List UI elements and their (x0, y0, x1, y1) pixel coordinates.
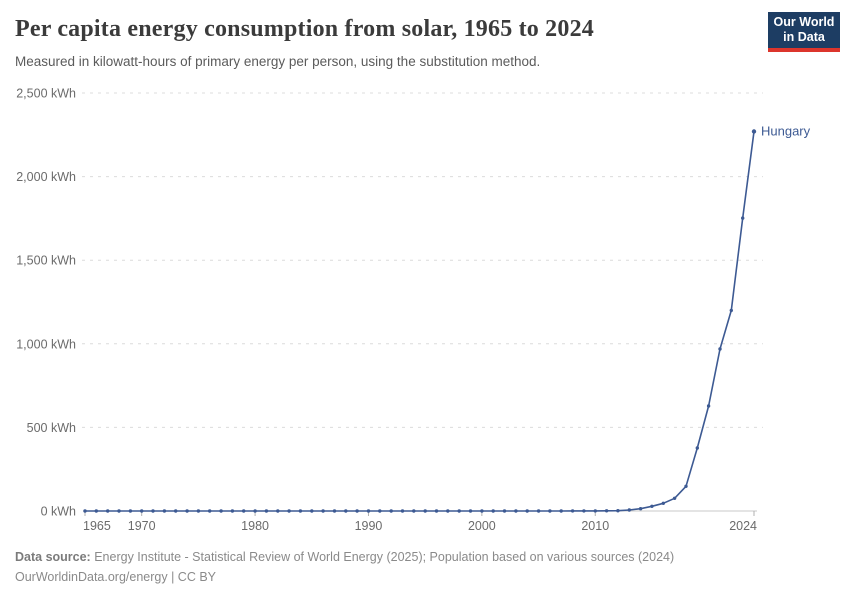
data-source-label: Data source: (15, 550, 91, 564)
y-axis-tick-label: 1,500 kWh (16, 254, 76, 268)
data-point (344, 509, 348, 513)
data-point (502, 509, 507, 513)
data-point (695, 446, 699, 450)
data-point (638, 507, 643, 511)
data-point (242, 509, 246, 513)
data-point (559, 509, 563, 513)
data-point (718, 347, 722, 351)
x-axis-tick-label: 2000 (468, 519, 496, 533)
data-point (570, 509, 575, 513)
y-axis-tick-label: 1,000 kWh (16, 337, 76, 351)
data-point (400, 509, 405, 513)
data-point (423, 509, 427, 513)
data-point (389, 509, 393, 513)
data-point (253, 509, 257, 513)
data-point (230, 509, 235, 513)
x-axis-tick-label: 1990 (355, 519, 383, 533)
owid-logo[interactable]: Our World in Data (768, 12, 840, 52)
data-point (162, 509, 167, 513)
page-subtitle: Measured in kilowatt-hours of primary en… (15, 54, 541, 69)
data-point (741, 216, 745, 220)
data-point (548, 509, 552, 513)
data-point (514, 509, 518, 513)
data-point (287, 509, 291, 513)
data-point (94, 509, 99, 513)
data-point (151, 509, 155, 513)
data-point (536, 509, 541, 513)
page-title: Per capita energy consumption from solar… (15, 16, 594, 42)
data-point (604, 509, 609, 513)
data-point (310, 509, 314, 513)
data-point (208, 509, 212, 513)
axis-group: 0 kWh 500 kWh 1,000 kWh 1,500 kWh 2,000 kWh 2… (16, 87, 757, 534)
data-point (684, 484, 688, 488)
data-point (582, 509, 586, 513)
data-point (661, 501, 665, 505)
gridlines-group (82, 92, 763, 428)
data-point (140, 509, 144, 513)
data-point (106, 509, 110, 513)
data-point (276, 509, 280, 513)
y-axis-tick-label: 0 kWh (41, 505, 76, 519)
data-point (185, 509, 189, 513)
plot-area[interactable] (85, 93, 754, 511)
x-axis-tick-label: 1980 (241, 519, 269, 533)
data-source-text: Energy Institute - Statistical Review of… (94, 550, 675, 564)
logo-line1: Our World (773, 15, 835, 29)
data-point (378, 509, 382, 513)
license-line[interactable]: OurWorldinData.org/energy | CC BY (15, 570, 217, 584)
data-point (457, 509, 461, 513)
logo-line2: in Data (783, 30, 825, 44)
data-point (616, 509, 620, 513)
data-point (355, 509, 359, 513)
data-point (525, 509, 529, 513)
y-axis-tick-label: 2,000 kWh (16, 170, 76, 184)
x-axis-tick-label: 2024 (729, 519, 757, 533)
data-point (174, 509, 178, 513)
data-point (264, 509, 269, 513)
data-point (751, 129, 757, 134)
data-point (627, 508, 631, 512)
data-point (480, 509, 484, 513)
data-point (434, 509, 439, 513)
data-point (412, 509, 416, 513)
data-point (83, 509, 87, 513)
data-point (650, 504, 654, 508)
data-point (672, 496, 677, 500)
data-point (366, 509, 371, 513)
x-axis-tick-label: 2010 (581, 519, 609, 533)
data-point (196, 509, 201, 513)
series-group: Hungary (83, 123, 811, 513)
data-point (321, 509, 325, 513)
data-point (117, 509, 121, 513)
data-point (219, 509, 223, 513)
x-axis-tick-label: 1965 (83, 519, 111, 533)
x-axis-tick-label: 1970 (128, 519, 156, 533)
data-point (332, 509, 337, 513)
data-point (128, 509, 133, 513)
chart-footer: Data source: Energy Institute - Statisti… (15, 547, 835, 587)
y-axis-tick-label: 2,500 kWh (16, 87, 76, 101)
data-point (491, 509, 495, 513)
data-source-line: Data source: Energy Institute - Statisti… (15, 547, 835, 567)
data-point (446, 509, 450, 513)
data-point (593, 509, 597, 513)
data-point (468, 509, 473, 513)
series-end-label[interactable]: Hungary (761, 123, 811, 138)
y-axis-tick-label: 500 kWh (27, 421, 76, 435)
data-line (84, 130, 755, 512)
data-point (729, 308, 733, 313)
data-point (298, 509, 303, 513)
data-point (706, 404, 711, 408)
